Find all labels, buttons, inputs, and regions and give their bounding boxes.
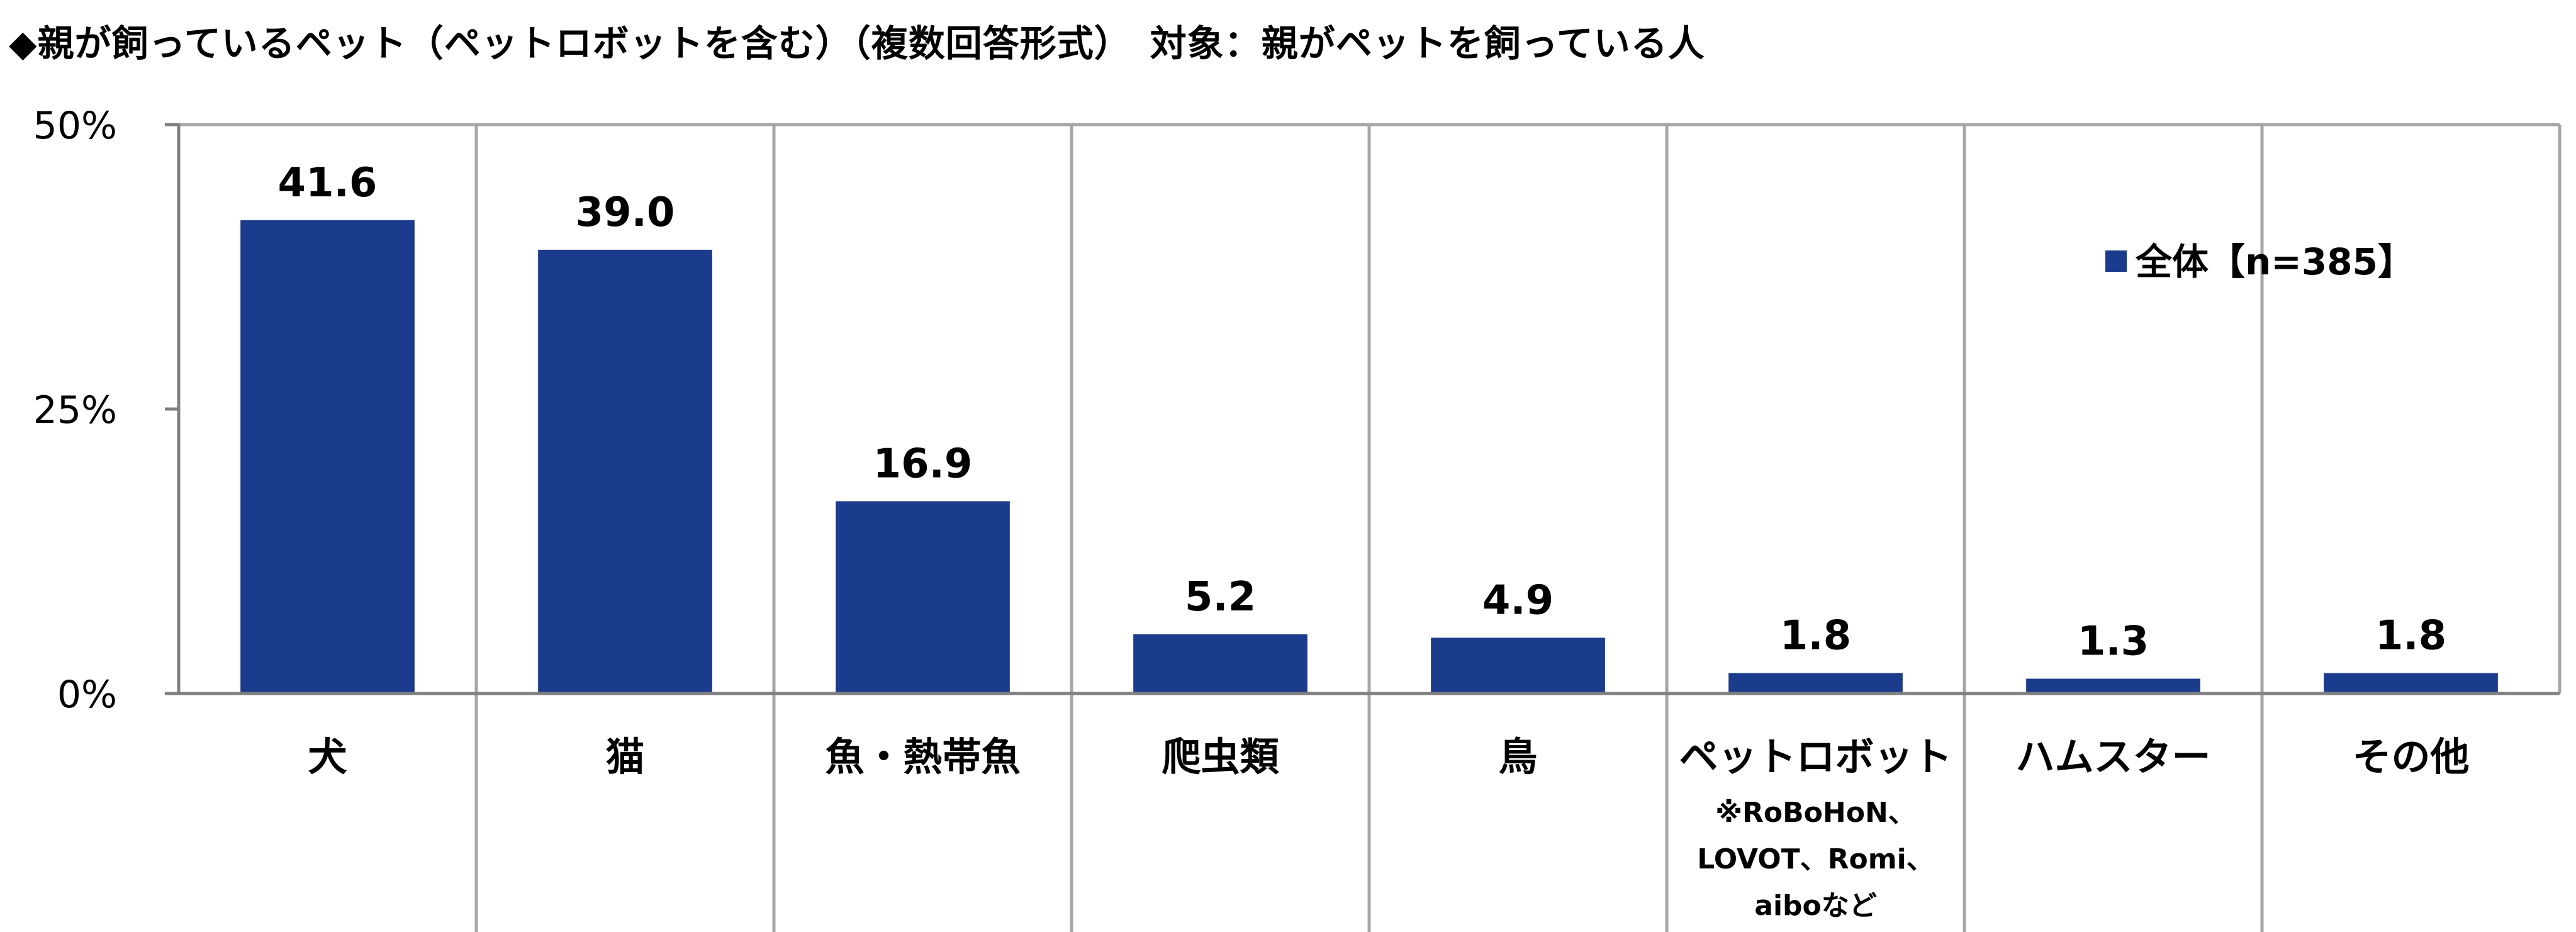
bars [240, 220, 2498, 693]
value-labels: 41.6 39.0 16.9 5.2 4.9 1.8 1.3 1.8 [278, 160, 2447, 665]
data-label: 1.3 [2078, 618, 2149, 665]
y-tick-label: 25% [33, 388, 117, 432]
chart-title: ◆親が飼っているペット（ペットロボットを含む）（複数回答形式） 対象：親がペット… [9, 22, 1705, 65]
category-label: ペットロボット [1679, 734, 1952, 780]
y-axis: 0% 25% 50% [33, 104, 181, 717]
category-label: 犬 [308, 734, 347, 780]
legend-label: 全体【n=385】 [2135, 240, 2414, 283]
data-label: 41.6 [278, 160, 378, 206]
data-label: 1.8 [1780, 612, 1851, 659]
bar [2026, 678, 2200, 693]
bar [1431, 637, 1605, 693]
bar [240, 220, 415, 693]
data-label: 1.8 [2375, 612, 2446, 659]
category-label: 猫 [605, 734, 644, 780]
category-note: LOVOT、Romi、 [1697, 843, 1934, 875]
legend-swatch [2105, 250, 2127, 272]
bar [836, 501, 1010, 693]
legend: 全体【n=385】 [2105, 240, 2414, 283]
data-label: 5.2 [1185, 574, 1256, 620]
category-label: ハムスター [2015, 734, 2210, 780]
category-label: その他 [2352, 734, 2469, 780]
bar [1728, 673, 1903, 693]
category-label: 魚・熱帯魚 [825, 734, 1020, 780]
category-label: 爬虫類 [1162, 734, 1279, 780]
bar [2324, 673, 2498, 693]
bar [538, 249, 712, 693]
data-label: 4.9 [1482, 577, 1554, 624]
bar [1133, 634, 1308, 693]
x-axis: 犬 猫 魚・熱帯魚 爬虫類 鳥 ペットロボット ※RoBoHoN、 LOVOT、Romi、 ai… [165, 692, 2560, 922]
grid-lines [179, 123, 2562, 932]
data-label: 39.0 [576, 189, 675, 236]
category-label: 鳥 [1498, 734, 1537, 780]
category-note: aiboなど [1754, 890, 1877, 922]
data-label: 16.9 [873, 441, 973, 487]
y-tick-label: 50% [33, 104, 117, 148]
y-tick-label: 0% [57, 673, 117, 717]
category-note: ※RoBoHoN、 [1715, 797, 1916, 829]
